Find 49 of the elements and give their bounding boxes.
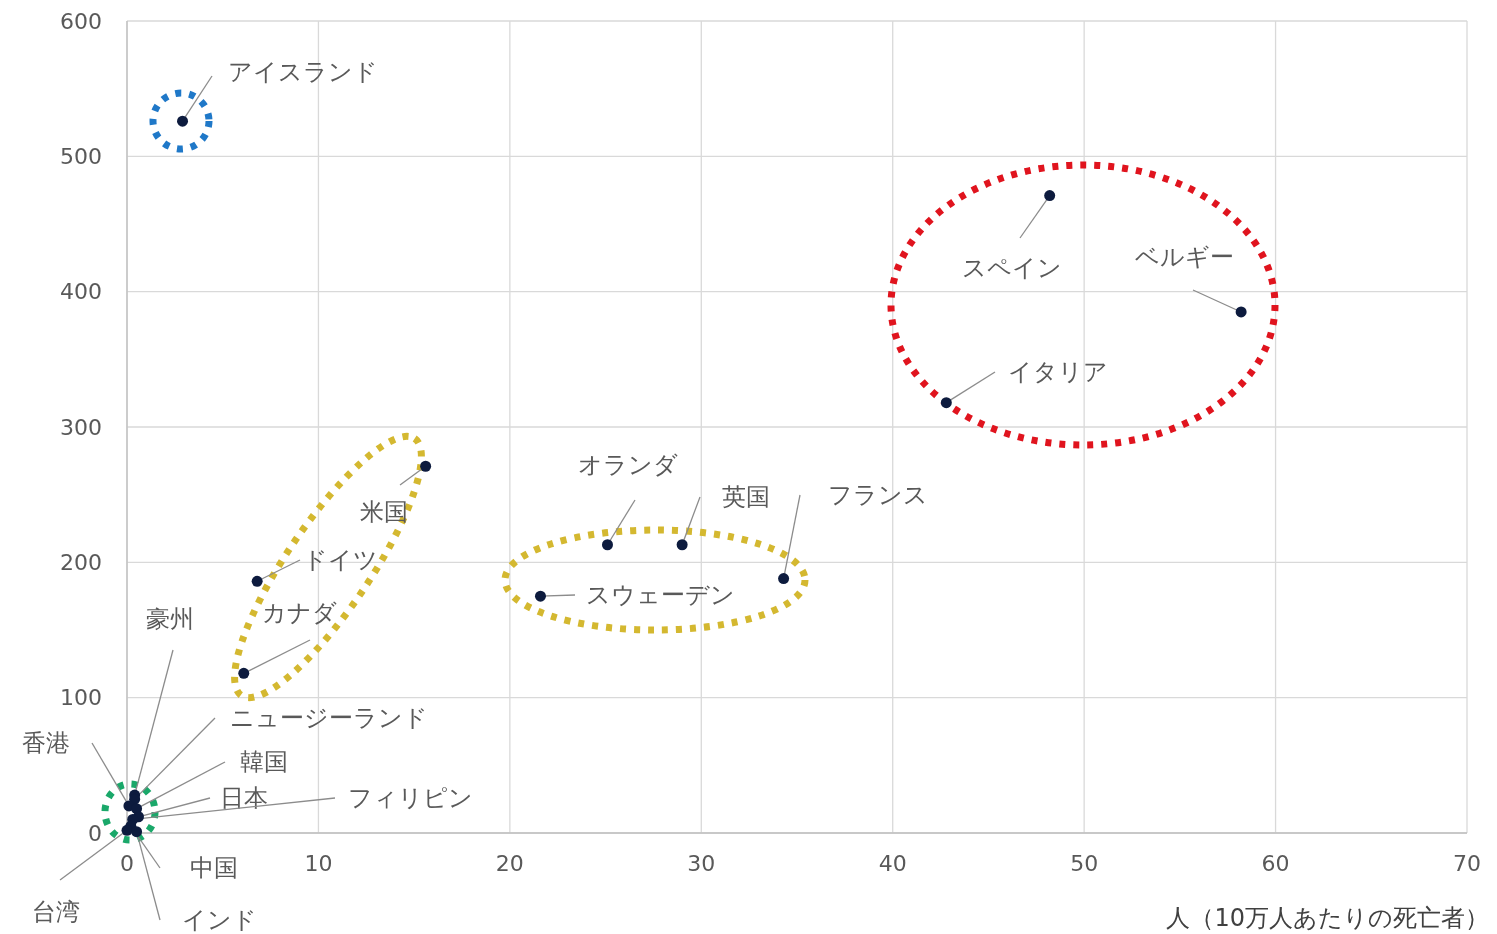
annotation: フィリピン [348,784,473,813]
annotation: 中国 [190,854,238,883]
point [778,573,790,585]
point [940,397,952,409]
annotation: イタリア [1008,358,1108,387]
x-tick-label: 50 [1070,851,1099,876]
annotation: スペイン [962,254,1062,283]
point [601,539,613,551]
annotation: カナダ [262,599,337,628]
annotation: フランス [828,481,928,510]
annotation: 英国 [722,483,770,512]
annotation: 香港 [22,729,70,758]
y-tick-label: 400 [60,279,102,305]
point [177,115,189,127]
annotation: 韓国 [240,748,288,777]
annotation: スウェーデン [586,581,735,610]
x-tick-label: 60 [1261,851,1290,876]
point [1235,306,1247,318]
y-tick-label: 300 [60,414,102,440]
y-tick-label: 200 [60,550,102,576]
x-tick-label: 20 [495,851,524,876]
annotation: アイスランド [228,58,378,87]
y-tick-label: 100 [60,685,102,711]
point [131,826,143,838]
annotation: 米国 [360,498,408,527]
x-tick-label: 30 [687,851,716,876]
annotation: 日本 [220,784,268,813]
annotation: インド [182,906,257,934]
annotation: ドイツ [303,546,378,575]
point [121,824,133,836]
annotation: 豪州 [146,605,194,634]
point [534,590,546,602]
annotation: オランダ [578,451,678,480]
annotation: 台湾 [32,898,80,927]
point [420,460,432,472]
x-tick-label: 10 [304,851,333,876]
x-tick-label: 40 [878,851,907,876]
point [676,539,688,551]
annotation: ベルギー [1135,243,1234,272]
y-tick-label: 500 [60,144,102,170]
annotation: ニュージーランド [230,704,428,733]
y-tick-label: 0 [88,820,102,846]
x-axis-title: 人（10万人あたりの死亡者） [1166,904,1489,932]
x-tick-label: 0 [120,851,134,876]
point [1044,190,1056,202]
x-tick-label: 70 [1453,851,1481,876]
point [251,575,263,587]
y-tick-label: 600 [60,8,102,34]
point [238,667,250,679]
